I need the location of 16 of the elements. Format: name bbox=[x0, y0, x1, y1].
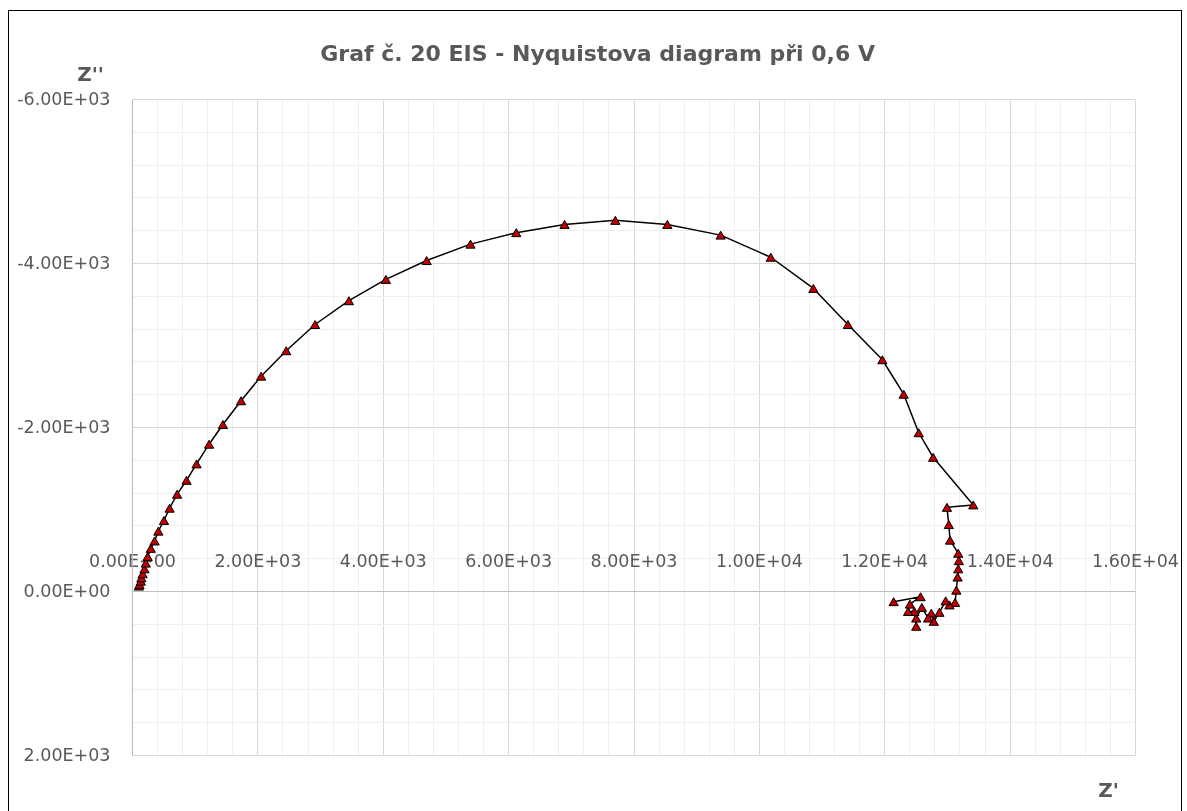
x-tick-label: 6.00E+03 bbox=[465, 550, 553, 571]
y-tick-label: 2.00E+03 bbox=[23, 744, 111, 765]
x-axis-title: Z' bbox=[1098, 777, 1119, 802]
x-tick-label: 4.00E+03 bbox=[339, 550, 427, 571]
chart-title: Graf č. 20 EIS - Nyquistova diagram při 0,6 V bbox=[320, 41, 875, 66]
y-tick-label: -2.00E+03 bbox=[17, 416, 111, 437]
y-tick-label: -6.00E+03 bbox=[17, 88, 111, 109]
x-tick-label: 1.00E+04 bbox=[715, 550, 803, 571]
x-tick-label: 1.20E+04 bbox=[841, 550, 929, 571]
y-tick-label: -4.00E+03 bbox=[17, 252, 111, 273]
y-axis-title: Z'' bbox=[77, 61, 104, 86]
x-tick-label: 1.40E+04 bbox=[966, 550, 1054, 571]
x-tick-label: 8.00E+03 bbox=[590, 550, 678, 571]
x-tick-label: 1.60E+04 bbox=[1092, 550, 1179, 571]
x-tick-label: 2.00E+03 bbox=[214, 550, 302, 571]
y-tick-label: 0.00E+00 bbox=[23, 580, 111, 601]
